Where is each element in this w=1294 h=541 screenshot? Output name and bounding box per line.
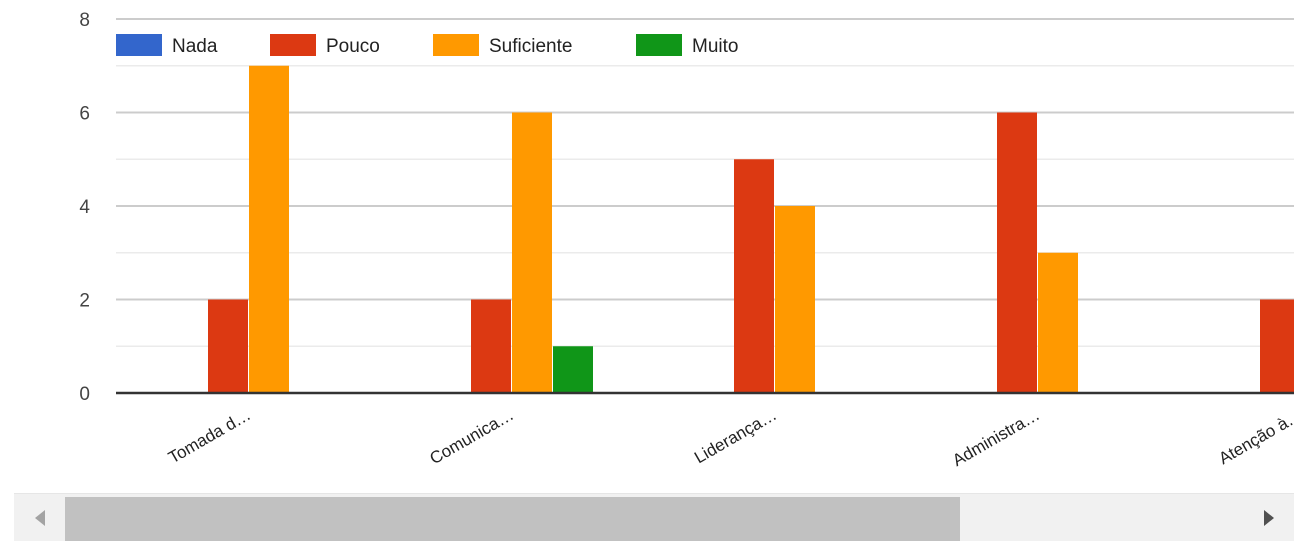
scroll-left-button[interactable] <box>14 494 65 541</box>
x-tick-label: Administra… <box>949 405 1043 470</box>
bar-pouco-0 <box>208 299 248 393</box>
legend-swatch-nada <box>116 34 162 56</box>
bar-suficiente-0 <box>249 65 289 393</box>
scroll-right-button[interactable] <box>1243 494 1294 541</box>
y-tick-label: 8 <box>79 10 90 31</box>
legend-swatch-suficiente <box>433 34 479 56</box>
chevron-left-icon <box>34 509 45 526</box>
bar-pouco-4 <box>1260 299 1294 393</box>
legend-label-suficiente: Suficiente <box>489 36 572 57</box>
bar-pouco-2 <box>734 159 774 393</box>
legend-label-nada: Nada <box>172 36 218 57</box>
y-tick-label: 4 <box>79 197 90 218</box>
bar-suficiente-1 <box>512 112 552 393</box>
bar-muito-1 <box>553 346 593 393</box>
x-tick-label: Liderança… <box>691 405 780 467</box>
legend-label-pouco: Pouco <box>326 36 380 57</box>
legend-label-muito: Muito <box>692 36 738 57</box>
x-tick-label: Tomada d… <box>165 405 254 467</box>
chevron-right-icon <box>1263 509 1274 526</box>
y-tick-label: 6 <box>79 104 90 125</box>
scrollbar-thumb[interactable] <box>65 497 960 541</box>
bar-pouco-1 <box>471 299 511 393</box>
y-tick-label: 2 <box>79 291 90 312</box>
legend-swatch-pouco <box>270 34 316 56</box>
horizontal-scrollbar[interactable] <box>14 493 1294 541</box>
bar-suficiente-3 <box>1038 252 1078 393</box>
bar-pouco-3 <box>997 112 1037 393</box>
x-tick-label: Comunica… <box>426 405 517 468</box>
bar-suficiente-2 <box>775 206 815 393</box>
x-tick-label: Atenção à… <box>1215 405 1294 468</box>
legend-swatch-muito <box>636 34 682 56</box>
y-tick-label: 0 <box>79 384 90 405</box>
